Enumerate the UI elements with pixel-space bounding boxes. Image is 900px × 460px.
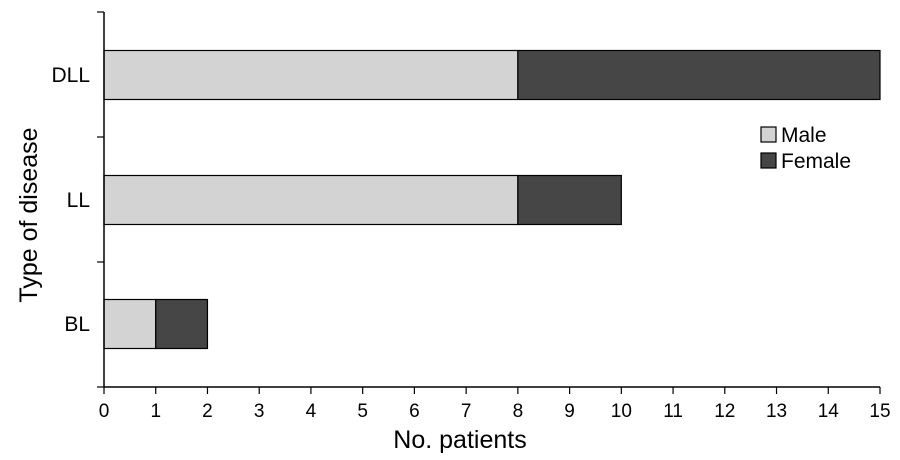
x-tick-label: 13 (766, 401, 787, 422)
x-tick-label: 6 (409, 401, 420, 422)
y-axis-ticks (97, 11, 104, 388)
category-labels: BL LL DLL (51, 64, 90, 336)
y-axis-title: Type of disease (15, 127, 43, 302)
x-axis-ticks: 0 1 2 3 4 5 6 7 8 9 10 11 12 13 14 15 (99, 387, 891, 422)
x-tick-label: 8 (513, 401, 524, 422)
x-tick-label: 5 (357, 401, 368, 422)
x-tick-label: 15 (869, 401, 890, 422)
legend-swatch-female (760, 152, 777, 169)
x-tick-label: 12 (714, 401, 735, 422)
bar-dll-female (517, 49, 881, 101)
x-tick-label: 4 (306, 401, 317, 422)
x-tick-label: 0 (99, 401, 110, 422)
category-label-dll: DLL (51, 64, 90, 87)
x-tick-label: 14 (818, 401, 840, 422)
x-axis-title: No. patients (393, 426, 526, 454)
bars-layer (103, 49, 881, 350)
x-tick-label: 9 (564, 401, 575, 422)
legend-label-female: Female (781, 150, 851, 173)
x-tick-label: 7 (461, 401, 472, 422)
bar-dll-male (103, 49, 519, 101)
bar-bl-male (103, 298, 157, 350)
x-tick-label: 11 (663, 401, 683, 422)
bar-ll-male (103, 174, 519, 226)
category-label-bl: BL (64, 313, 90, 336)
x-tick-label: 10 (611, 401, 632, 422)
bar-bl-female (155, 298, 209, 350)
x-tick-label: 1 (150, 401, 161, 422)
legend-swatch-male (760, 126, 777, 143)
x-tick-label: 3 (254, 401, 265, 422)
legend: Male Female (760, 124, 851, 173)
bar-ll-female (517, 174, 622, 226)
x-tick-label: 2 (202, 401, 213, 422)
legend-label-male: Male (781, 124, 827, 147)
category-label-ll: LL (67, 189, 90, 212)
